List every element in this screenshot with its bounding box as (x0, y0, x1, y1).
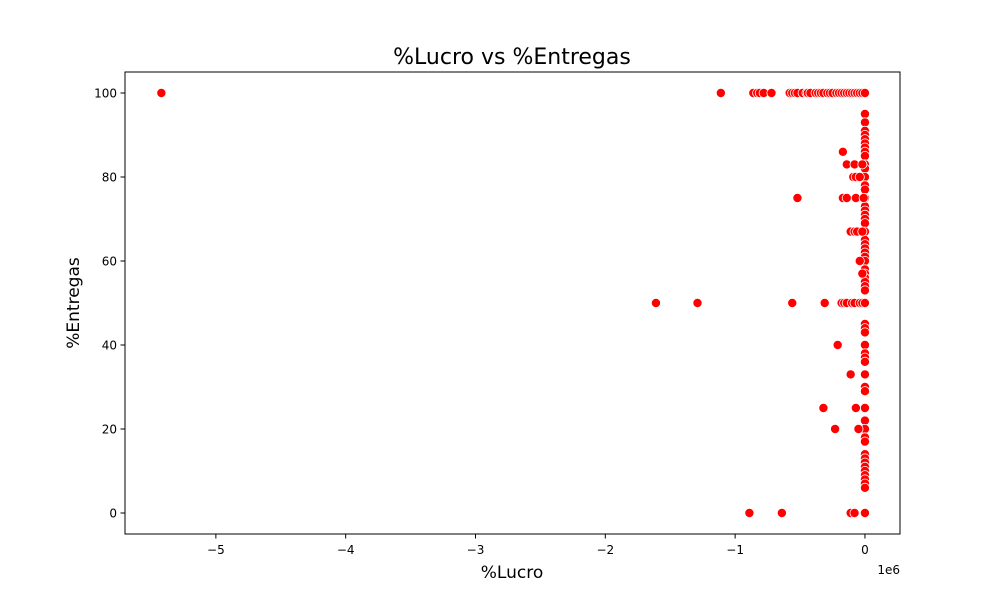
data-point (854, 255, 865, 266)
data-point (859, 339, 870, 350)
data-point (859, 415, 870, 426)
data-point (857, 159, 868, 170)
data-point (859, 88, 870, 99)
y-axis-label: %Entregas (64, 257, 84, 349)
points-layer (156, 88, 870, 518)
data-point (858, 192, 869, 203)
y-tick-label: 100 (94, 87, 117, 101)
data-point (766, 88, 777, 99)
y-tick-label: 60 (102, 255, 117, 269)
data-point (859, 218, 870, 229)
chart-title: %Lucro vs %Entregas (393, 45, 631, 70)
data-point (857, 226, 868, 237)
y-ticks: 0 20 40 60 80 100 (94, 87, 125, 521)
x-tick-label: −1 (726, 543, 744, 557)
data-point (830, 423, 841, 434)
data-point (792, 192, 803, 203)
data-point (859, 436, 870, 447)
data-point (859, 297, 870, 308)
x-tick-label: −5 (207, 543, 225, 557)
y-tick-label: 40 (102, 339, 117, 353)
plot-frame (124, 71, 901, 535)
data-point (650, 297, 661, 308)
data-point (859, 402, 870, 413)
x-tick-label: 0 (861, 543, 869, 557)
data-point (845, 369, 856, 380)
data-point (819, 297, 830, 308)
data-point (787, 297, 798, 308)
data-point (841, 192, 852, 203)
data-point (776, 507, 787, 518)
data-point (857, 268, 868, 279)
data-point (859, 285, 870, 296)
data-point (818, 402, 829, 413)
data-point (854, 171, 865, 182)
data-point (859, 327, 870, 338)
data-point (853, 423, 864, 434)
data-point (850, 402, 861, 413)
y-tick-label: 80 (102, 171, 117, 185)
y-tick-label: 20 (102, 423, 117, 437)
x-tick-label: −3 (467, 543, 485, 557)
y-tick-label: 0 (109, 507, 117, 521)
data-point (837, 146, 848, 157)
x-offset-label: 1e6 (877, 563, 900, 577)
data-point (859, 109, 870, 120)
x-tick-label: −2 (596, 543, 614, 557)
data-point (859, 356, 870, 367)
data-point (692, 297, 703, 308)
data-point (832, 339, 843, 350)
data-point (849, 507, 860, 518)
data-point (156, 88, 167, 99)
data-point (859, 369, 870, 380)
data-point (859, 386, 870, 397)
x-ticks: −5 −4 −3 −2 −1 0 (207, 534, 869, 557)
x-tick-label: −4 (337, 543, 355, 557)
data-point (859, 184, 870, 195)
data-point (859, 117, 870, 128)
data-point (859, 507, 870, 518)
data-point (744, 507, 755, 518)
data-point (859, 150, 870, 161)
data-point (859, 482, 870, 493)
x-axis-label: %Lucro (481, 563, 543, 583)
data-point (715, 88, 726, 99)
